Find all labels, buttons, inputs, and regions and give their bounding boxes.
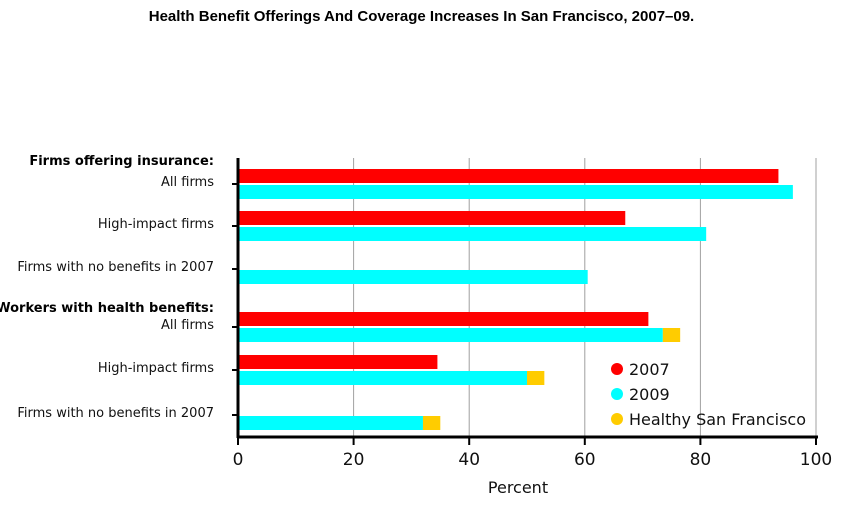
bar-2007: [238, 211, 626, 225]
bar-2007: [238, 312, 649, 326]
bar-healthy-san-francisco: [662, 328, 681, 342]
bar-2009: [238, 185, 793, 199]
chart-title: Health Benefit Offerings And Coverage In…: [148, 8, 695, 25]
group-label: Workers with health benefits:: [0, 301, 214, 316]
legend-label: 2009: [629, 385, 670, 404]
x-tick-label: 60: [574, 450, 596, 470]
x-tick-label: 100: [800, 450, 832, 470]
legend-label: Healthy San Francisco: [629, 410, 806, 429]
x-tick-label: 20: [343, 450, 365, 470]
bar-2009: [238, 371, 527, 385]
bar-2009: [238, 227, 707, 241]
x-tick-label: 0: [233, 450, 244, 470]
category-label: High-impact firms: [98, 361, 214, 376]
bar-2009: [238, 270, 588, 284]
legend: 2007 2009 Healthy San Francisco: [611, 360, 806, 429]
grid-lines: [353, 158, 817, 437]
bar-healthy-san-francisco: [422, 416, 441, 430]
legend-marker-healthy-san-francisco: [611, 413, 623, 425]
category-label: Firms with no benefits in 2007: [17, 260, 214, 275]
bar-2007: [238, 169, 779, 183]
bars: [238, 169, 793, 430]
x-tick-label: 40: [458, 450, 480, 470]
bar-2009: [238, 328, 663, 342]
group-label: Firms offering insurance:: [29, 154, 214, 169]
bar-2009: [238, 416, 423, 430]
legend-marker-2007: [611, 363, 623, 375]
bar-healthy-san-francisco: [527, 371, 545, 385]
axes: 0 20 40 60 80 100: [232, 158, 832, 470]
category-label: All firms: [161, 318, 214, 333]
bar-2007: [238, 355, 438, 369]
legend-marker-2009: [611, 388, 623, 400]
legend-label: 2007: [629, 360, 670, 379]
x-tick-label: 80: [690, 450, 712, 470]
category-label: High-impact firms: [98, 217, 214, 232]
category-labels: Firms offering insurance: All firms High-i…: [0, 154, 214, 421]
category-label: Firms with no benefits in 2007: [17, 406, 214, 421]
category-label: All firms: [161, 175, 214, 190]
x-axis-title: Percent: [488, 478, 548, 497]
